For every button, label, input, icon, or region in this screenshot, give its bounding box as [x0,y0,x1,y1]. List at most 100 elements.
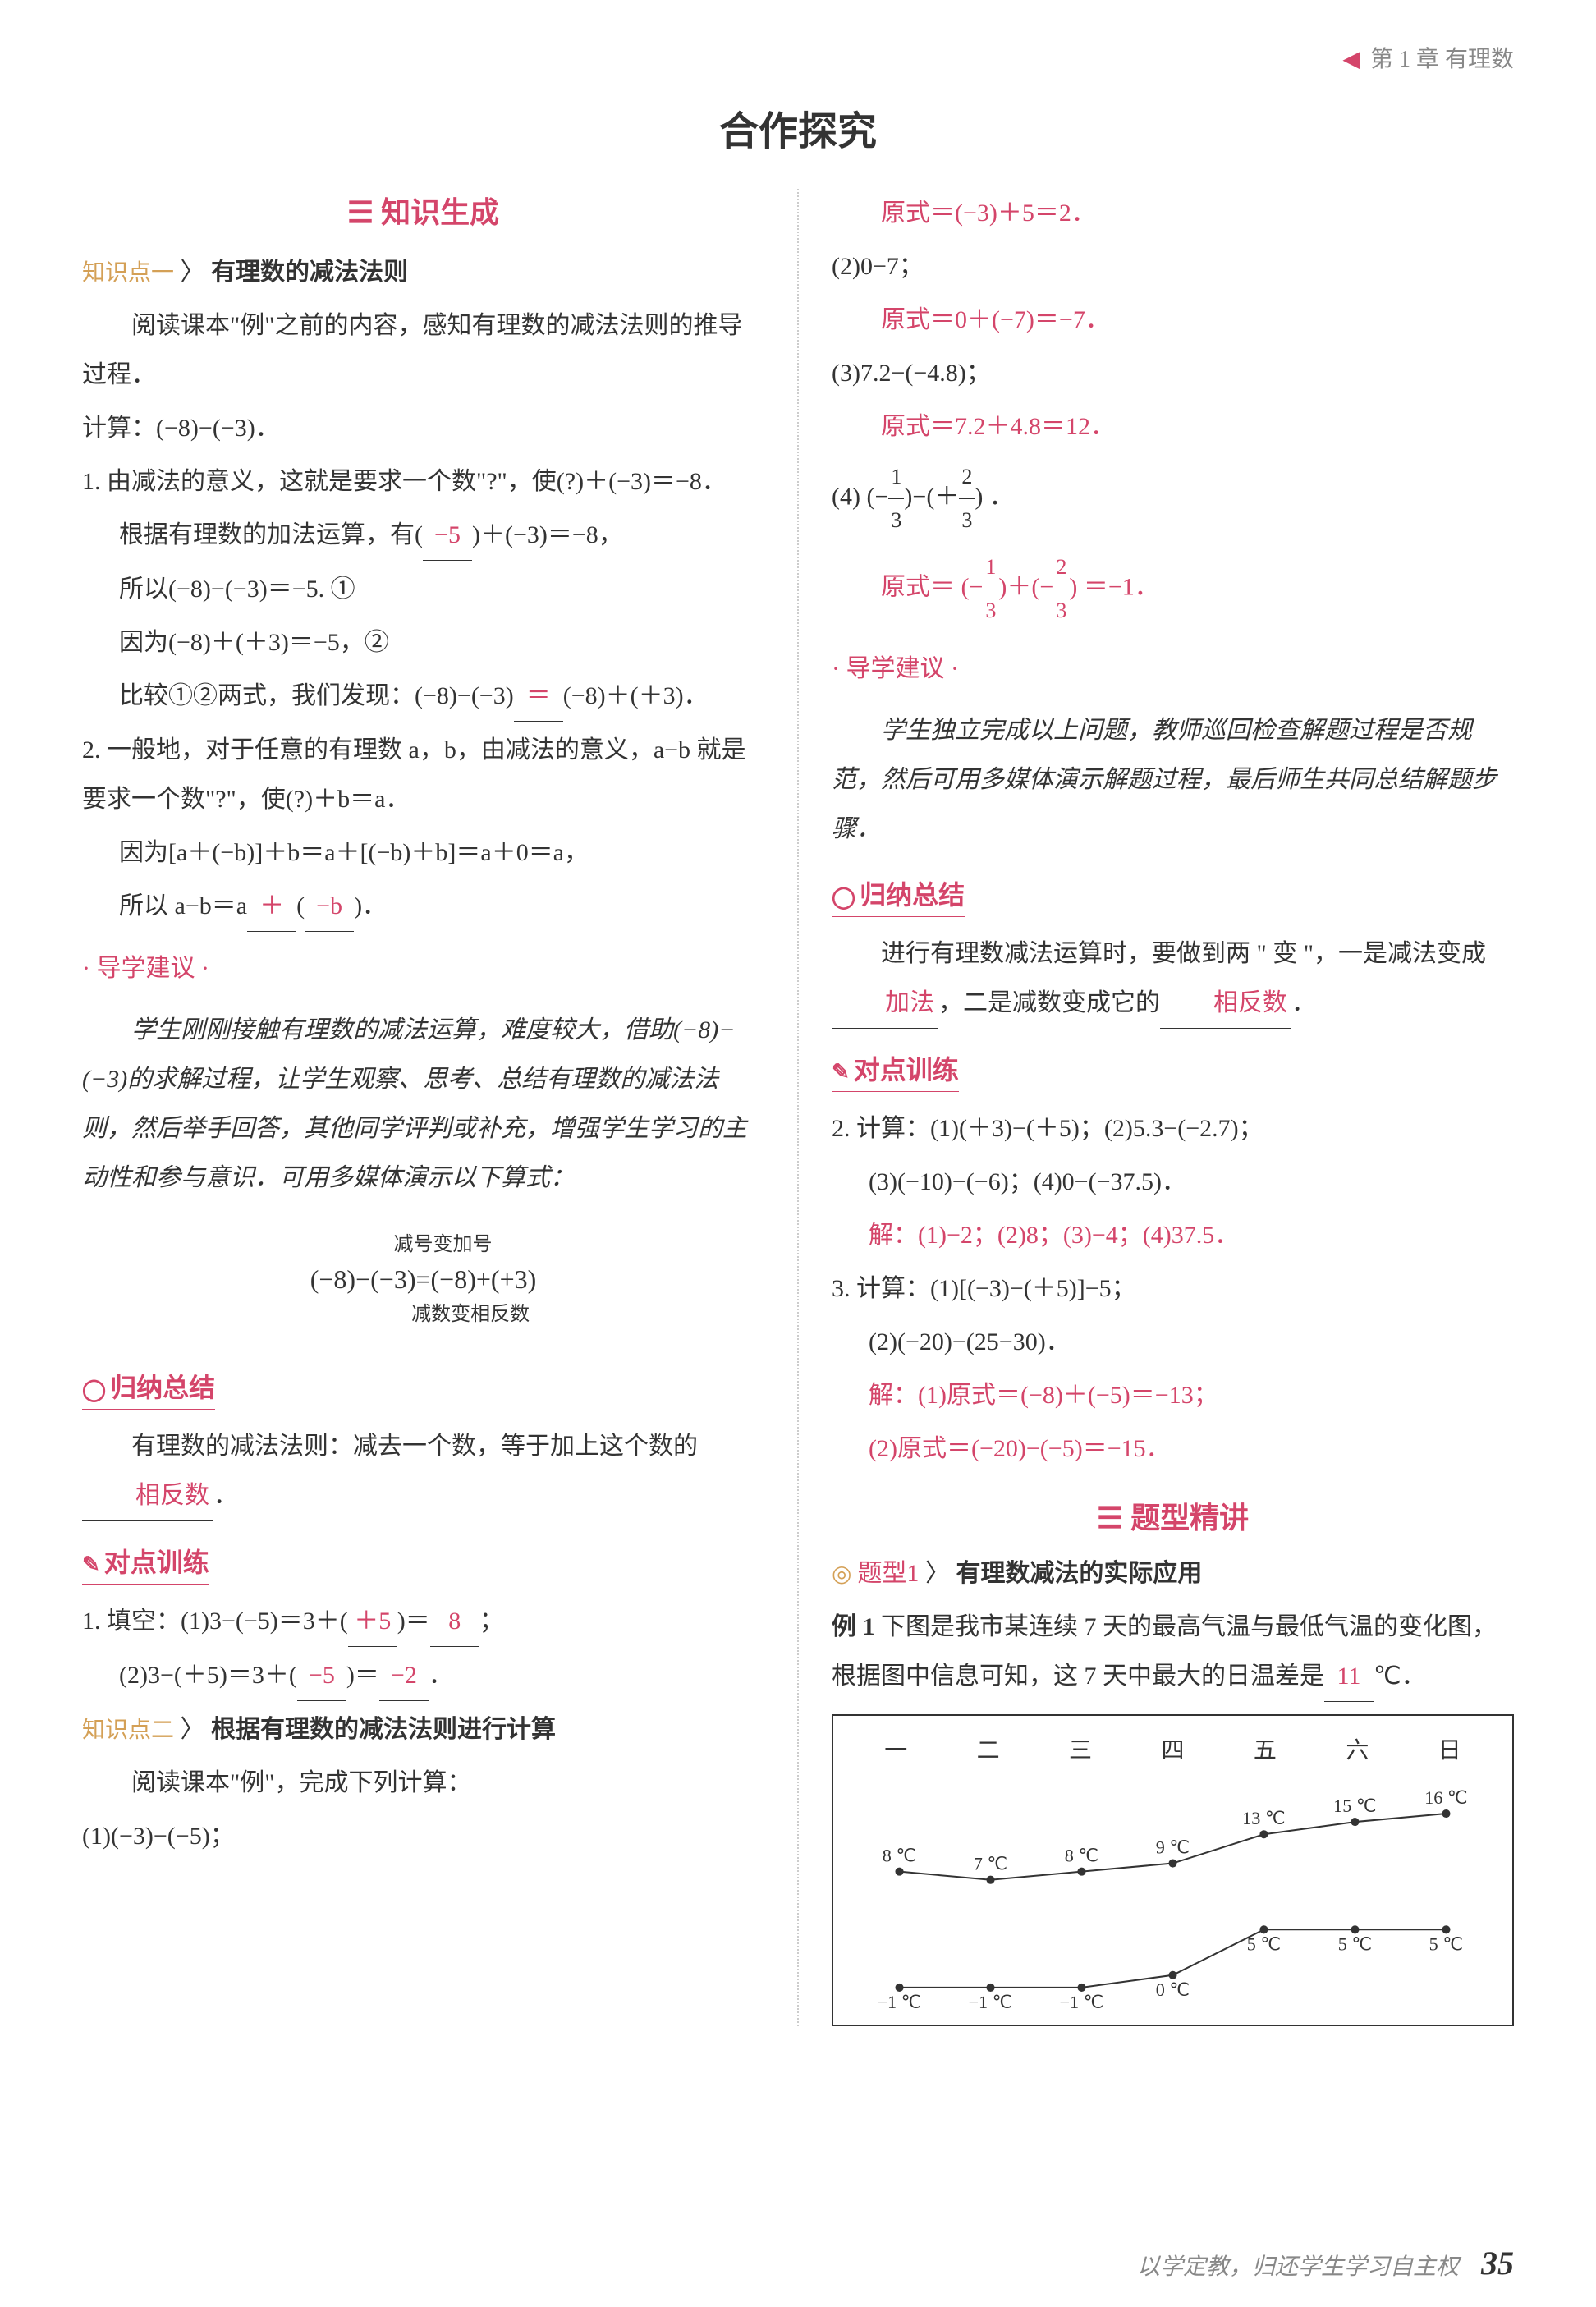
svg-text:13 ℃: 13 ℃ [1242,1808,1286,1828]
practice2-a2: 解：(1)−2；(2)8；(3)−4；(4)37.5． [869,1211,1514,1260]
point1-line2: 根据有理数的加法运算，有(−5)＋(−3)＝−8， [119,511,764,561]
suggestion-text-1: 学生刚刚接触有理数的减法运算，难度较大，借助(−8)−(−3)的求解过程，让学生… [82,1006,764,1203]
practice2-a3b: (2)原式＝(−20)−(−5)＝−15． [869,1424,1514,1474]
practice2-q2: 2. 计算：(1)(＋3)−(＋5)；(2)5.3−(−2.7)； [832,1104,1514,1154]
formula-diagram: 减号变加号 (−8)−(−3)=(−8)+(+3) 减数变相反数 [82,1227,764,1326]
formula-bottom-label: 减数变相反数 [411,1297,530,1326]
practice-label-2: ✎对点训练 [832,1049,959,1092]
practice1-q1: 1. 填空：(1)3−(−5)＝3＋(＋5)＝8； [82,1597,764,1647]
topic-label: 有理数 [1445,47,1514,72]
arrow-icon: 〉 [181,259,205,286]
arrow-icon-3: 〉 [925,1560,950,1587]
summary-label-2: ◯归纳总结 [832,874,965,917]
blank-p1: ＋5 [348,1597,397,1647]
practice2-q3b: (2)(−20)−(25−30)． [869,1318,1514,1367]
intro-text-1: 阅读课本"例"之前的内容，感知有理数的减法法则的推导过程． [82,301,764,400]
point2-line1: 2. 一般地，对于任意的有理数 a，b，由减法的意义，a−b 就是要求一个数"?… [82,726,764,824]
day-label: 日 [1438,1732,1461,1765]
practice1-q2: (2)3−(＋5)＝3＋(−5)＝−2． [119,1651,764,1701]
pencil-icon-2: ✎ [832,1060,850,1084]
practice2-q2b: (3)(−10)−(−6)；(4)0−(−37.5)． [869,1158,1514,1207]
svg-text:5 ℃: 5 ℃ [1429,1933,1464,1954]
point1-line4: 因为(−8)＋(＋3)＝−5，② [119,618,764,667]
chapter-label: 第 1 章 [1370,47,1439,72]
icon-book: ☰ [347,196,374,229]
svg-text:7 ℃: 7 ℃ [974,1854,1008,1874]
temperature-chart: 一 二 三 四 五 六 日 8 ℃7 ℃8 ℃9 ℃13 ℃15 ℃16 ℃−1… [832,1714,1514,2026]
chart-days-row: 一 二 三 四 五 六 日 [850,1732,1496,1765]
summary-label-1: ◯归纳总结 [82,1367,215,1410]
pencil-icon: ✎ [82,1553,100,1576]
svg-text:15 ℃: 15 ℃ [1333,1796,1377,1816]
section-title-knowledge: ☰ 知识生成 [82,189,764,232]
calc2-q2: (2)0−7； [832,242,1514,291]
day-label: 五 [1254,1732,1277,1765]
calc2-a4: 原式＝ (−13)＋(−23) ＝−1． [881,546,1514,632]
summary2-text: 进行有理数减法运算时，要做到两 " 变 "，一是减法变成加法，二是减数变成它的相… [832,929,1514,1029]
blank-p2: 8 [430,1597,479,1647]
formula-top-label: 减号变加号 [394,1227,493,1256]
point2-line2: 因为[a＋(−b)]＋b＝a＋[(−b)＋b]＝a＋0＝a， [119,828,764,878]
svg-text:−1 ℃: −1 ℃ [968,1992,1012,2012]
svg-text:−1 ℃: −1 ℃ [877,1992,921,2012]
knowledge-point-1: 知识点一 〉 有理数的减法法则 [82,248,764,297]
left-column: ☰ 知识生成 知识点一 〉 有理数的减法法则 阅读课本"例"之前的内容，感知有理… [82,189,764,2026]
right-column: 原式＝(−3)＋5＝2． (2)0−7； 原式＝0＋(−7)＝−7． (3)7.… [832,189,1514,2026]
blank-1: −5 [423,511,472,561]
knowledge-title-2: 根据有理数的减法法则进行计算 [211,1716,556,1743]
footer-text: 以学定教，归还学生学习自主权 [1137,2254,1459,2280]
example1-text: 例 1 下图是我市某连续 7 天的最高气温与最低气温的变化图，根据图中信息可知，… [832,1603,1514,1702]
svg-text:0 ℃: 0 ℃ [1156,1979,1190,2000]
icon-book-2: ☰ [1097,1502,1123,1534]
section-title-types: ☰ 题型精讲 [832,1494,1514,1537]
calc-label: 计算：(−8)−(−3)． [82,404,764,453]
day-label: 四 [1161,1732,1184,1765]
suggestion-text-2: 学生独立完成以上问题，教师巡回检查解题过程是否规范，然后可用多媒体演示解题过程，… [832,706,1514,854]
triangle-icon: ◀ [1342,47,1360,72]
calc2-a1: 原式＝(−3)＋5＝2． [881,189,1514,238]
knowledge-label-1: 知识点一 [82,260,174,286]
blank-4: −b [305,882,354,932]
day-label: 二 [977,1732,1000,1765]
svg-text:9 ℃: 9 ℃ [1156,1837,1190,1857]
blank-s2-2: 相反数 [1160,979,1291,1029]
example1-label: 例 1 [832,1613,875,1640]
calc2-q3: (3)7.2−(−4.8)； [832,349,1514,398]
circle-icon: ◯ [82,1378,106,1401]
page-header: ◀ 第 1 章 有理数 [82,41,1514,74]
point1-line1: 1. 由减法的意义，这就是要求一个数"?"，使(?)＋(−3)＝−8． [82,457,764,507]
content-wrapper: ☰ 知识生成 知识点一 〉 有理数的减法法则 阅读课本"例"之前的内容，感知有理… [82,189,1514,2026]
calc2-a3: 原式＝7.2＋4.8＝12． [881,402,1514,452]
day-label: 一 [884,1732,907,1765]
svg-text:8 ℃: 8 ℃ [1065,1846,1099,1866]
type1-header: ◎ 题型1 〉 有理数减法的实际应用 [832,1549,1514,1598]
page-footer: 以学定教，归还学生学习自主权 35 [1137,2244,1514,2282]
blank-summary1: 相反数 [82,1471,213,1521]
knowledge-label-2: 知识点二 [82,1718,174,1743]
calc2-q1: (1)(−3)−(−5)； [82,1812,764,1861]
formula-text: (−8)−(−3)=(−8)+(+3) [310,1264,537,1295]
blank-3: ＋ [247,882,296,932]
blank-p3: −5 [297,1651,346,1701]
svg-text:−1 ℃: −1 ℃ [1059,1992,1103,2012]
page-number: 35 [1481,2245,1514,2282]
type-label: ◎ [832,1562,857,1587]
calc2-a2: 原式＝0＋(−7)＝−7． [881,296,1514,345]
point1-line5: 比较①②两式，我们发现：(−8)−(−3)＝(−8)＋(＋3)． [119,672,764,722]
point2-line3: 所以 a−b＝a＋(−b)． [119,882,764,932]
chart-svg: 8 ℃7 ℃8 ℃9 ℃13 ℃15 ℃16 ℃−1 ℃−1 ℃−1 ℃0 ℃5… [850,1790,1496,2020]
blank-example1: 11 [1324,1652,1374,1702]
suggestion-label-2: · 导学建议 · [832,644,1514,694]
svg-text:8 ℃: 8 ℃ [883,1846,917,1866]
practice2-a3a: 解：(1)原式＝(−8)＋(−5)＝−13； [869,1371,1514,1420]
type1-label: 题型1 [857,1560,919,1587]
suggestion-label-1: · 导学建议 · [82,944,764,993]
day-label: 三 [1069,1732,1092,1765]
day-label: 六 [1346,1732,1369,1765]
point1-line3: 所以(−8)−(−3)＝−5. ① [119,565,764,614]
svg-text:5 ℃: 5 ℃ [1247,1933,1282,1954]
calc2-q4: (4) (−13)−(＋23) ． [832,456,1514,542]
knowledge-title-1: 有理数的减法法则 [211,259,408,286]
blank-2: ＝ [514,672,563,722]
practice2-q3: 3. 计算：(1)[(−3)−(＋5)]−5； [832,1264,1514,1314]
